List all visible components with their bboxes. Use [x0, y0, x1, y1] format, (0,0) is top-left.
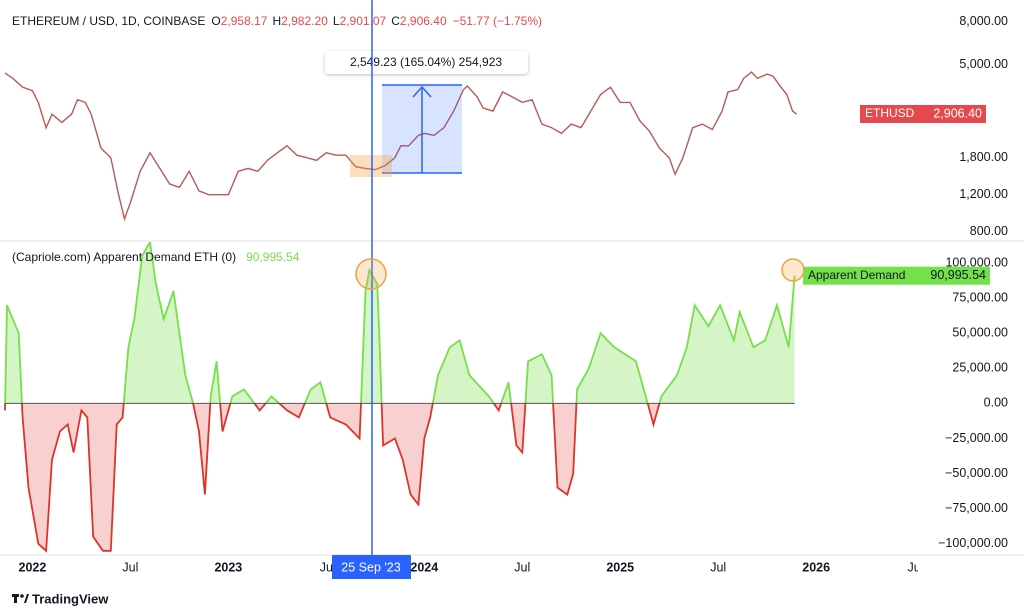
measure-label: 2,549.23 (165.04%) 254,923 — [350, 55, 502, 69]
x-tick-label: 2023 — [214, 560, 242, 574]
x-tick-label: Jul — [514, 560, 530, 574]
range-highlight — [350, 155, 392, 177]
x-tick-label: 2024 — [410, 560, 438, 574]
y-tick-label: 1,200.00 — [959, 187, 1008, 201]
positive-line — [4, 242, 796, 404]
x-tick-label: Jul — [122, 560, 138, 574]
y-tick-label: 25,000.00 — [952, 361, 1008, 375]
y-tick-label: −100,000.00 — [938, 536, 1008, 550]
price-line — [4, 71, 798, 222]
time-axis: 2022 Jul 2023 Ju 2024 Jul 2025 Jul 2026 Ju — [19, 560, 921, 574]
header-text: −51.77 (−1.75%) — [453, 14, 542, 28]
x-tick-label: 2025 — [606, 560, 634, 574]
header-text: 2,982.20 — [281, 14, 328, 28]
axes: 8,000.00 5,000.00 1,800.00 1,200.00 800.00 ET… — [803, 14, 1008, 550]
x-tick-label: Jul — [710, 560, 726, 574]
y-tick-label: 8,000.00 — [959, 14, 1008, 28]
brand-name: TradingView — [32, 591, 109, 606]
header-text: O — [211, 14, 220, 28]
header-text: L — [333, 14, 340, 28]
x-tick-label: Ju — [908, 560, 921, 574]
y-tick-label: 800.00 — [970, 224, 1008, 238]
y-tick-label: −75,000.00 — [945, 501, 1008, 515]
indicator-label-box — [803, 266, 990, 285]
positive-area — [5, 242, 795, 404]
y-tick-label: 100,000.00 — [945, 255, 1008, 269]
header-text: 90,995.54 — [246, 250, 300, 264]
brand-logo — [12, 594, 29, 603]
crosshair-date: 25 Sep '23 — [341, 560, 400, 574]
last-price-label: 2,906.40 — [933, 106, 982, 120]
price-header: ETHEREUM / USD, 1D, COINBASE O2,958.17 H2,… — [12, 14, 542, 28]
x-tick-label: Ju — [320, 560, 333, 574]
measure-label-box — [325, 51, 528, 74]
x-tick-label: 2022 — [19, 560, 47, 574]
header-text: (Capriole.com) Apparent Demand ETH (0) — [12, 250, 236, 264]
indicator-header: (Capriole.com) Apparent Demand ETH (0) 90… — [12, 250, 300, 264]
highlight-circle — [355, 258, 387, 290]
indicator-value: 90,995.54 — [930, 268, 986, 282]
y-tick-label: 75,000.00 — [952, 290, 1008, 304]
y-tick-label: −50,000.00 — [945, 466, 1008, 480]
header-text: H — [272, 14, 281, 28]
highlight-circle — [781, 258, 805, 282]
header-text: C — [391, 14, 400, 28]
y-tick-label: 0.00 — [984, 396, 1008, 410]
price-pane — [4, 71, 798, 222]
header-text: 2,958.17 — [221, 14, 268, 28]
header-text: 2,901.07 — [340, 14, 387, 28]
last-price-box — [860, 104, 986, 123]
crosshair-date-box — [332, 555, 411, 579]
indicator-pane — [4, 242, 796, 553]
y-tick-label: 1,800.00 — [959, 150, 1008, 164]
x-tick-label: 2026 — [802, 560, 830, 574]
indicator-name: Apparent Demand — [808, 268, 905, 282]
y-tick-label: −25,000.00 — [945, 431, 1008, 445]
header-text: ETHEREUM / USD, 1D, COINBASE — [12, 14, 205, 28]
measure-arrowhead — [412, 85, 432, 98]
y-tick-label: 5,000.00 — [959, 57, 1008, 71]
y-tick-label: 50,000.00 — [952, 326, 1008, 340]
symbol-label: ETHUSD — [865, 106, 915, 120]
header-text: 2,906.40 — [400, 14, 447, 28]
negative-area — [5, 403, 795, 551]
negative-line — [4, 403, 661, 553]
